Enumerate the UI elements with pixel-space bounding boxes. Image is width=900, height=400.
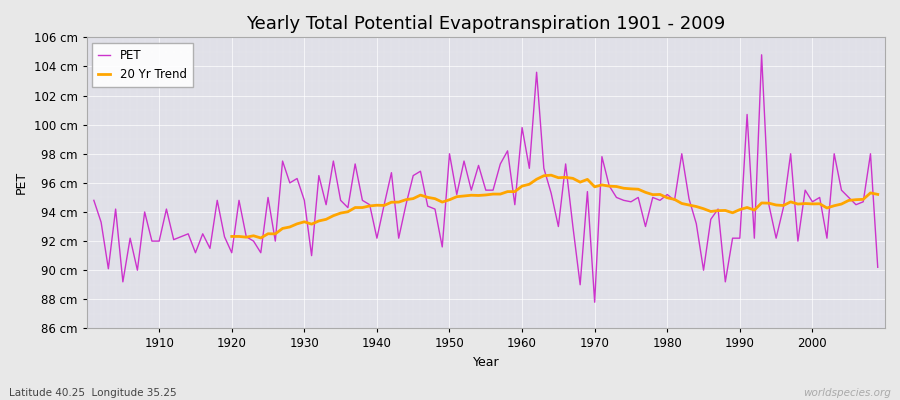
PET: [872, 265, 883, 270]
Y-axis label: PET: PET: [15, 171, 28, 194]
PET: [88, 198, 99, 203]
Text: worldspecies.org: worldspecies.org: [803, 388, 891, 398]
PET: [147, 239, 158, 244]
Text: Latitude 40.25  Longitude 35.25: Latitude 40.25 Longitude 35.25: [9, 388, 176, 398]
20 Yr Trend: [691, 204, 702, 209]
20 Yr Trend: [256, 236, 266, 240]
Title: Yearly Total Potential Evapotranspiration 1901 - 2009: Yearly Total Potential Evapotranspiratio…: [247, 15, 725, 33]
20 Yr Trend: [778, 203, 788, 208]
20 Yr Trend: [320, 217, 331, 222]
X-axis label: Year: Year: [472, 356, 500, 369]
20 Yr Trend: [227, 234, 238, 239]
20 Yr Trend: [872, 192, 883, 197]
20 Yr Trend: [858, 197, 868, 202]
Line: PET: PET: [94, 55, 878, 302]
Legend: PET, 20 Yr Trend: PET, 20 Yr Trend: [93, 43, 193, 87]
PET: [590, 300, 600, 305]
PET: [509, 202, 520, 207]
PET: [611, 195, 622, 200]
20 Yr Trend: [545, 173, 556, 178]
20 Yr Trend: [429, 196, 440, 201]
PET: [306, 253, 317, 258]
PET: [517, 125, 527, 130]
PET: [756, 52, 767, 57]
PET: [350, 162, 361, 166]
Line: 20 Yr Trend: 20 Yr Trend: [232, 175, 878, 238]
20 Yr Trend: [793, 202, 804, 206]
